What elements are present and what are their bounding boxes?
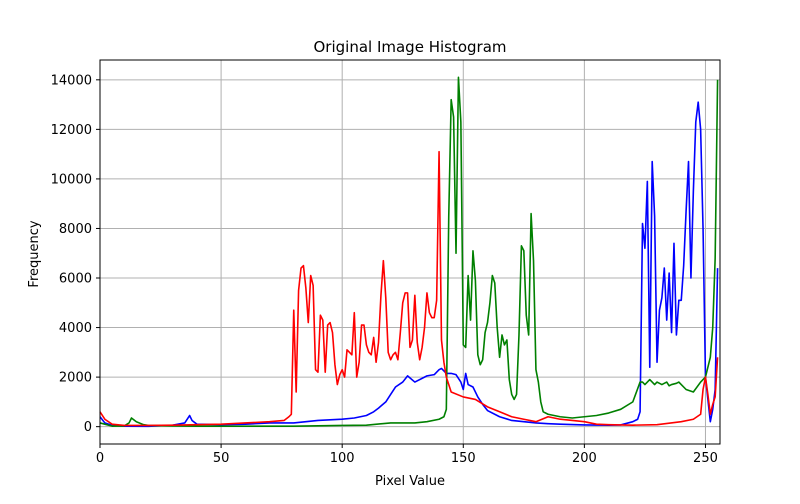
y-axis-label: Frequency (27, 220, 42, 287)
x-tick-label: 100 (330, 451, 355, 466)
y-tick-label: 6000 (59, 272, 92, 287)
y-tick-label: 2000 (59, 371, 92, 386)
x-tick-label: 50 (213, 451, 230, 466)
chart-title: Original Image Histogram (313, 38, 506, 56)
y-tick-label: 0 (84, 420, 92, 435)
plot-frame (99, 59, 721, 445)
series-lines (99, 76, 719, 428)
axis-ticks: 0 50 100 150 200 250 0 2000 4000 6000 8000 10000 120… (51, 73, 718, 466)
x-tick-label: 200 (572, 451, 597, 466)
x-axis-label: Pixel Value (375, 474, 445, 489)
x-tick-label: 0 (96, 451, 104, 466)
series-line-1 (99, 76, 719, 427)
y-tick-label: 4000 (59, 321, 92, 336)
series-line-0 (99, 101, 719, 428)
y-tick-label: 12000 (51, 123, 92, 138)
grid-lines (99, 60, 720, 444)
y-tick-label: 8000 (59, 222, 92, 237)
series-line-2 (99, 150, 719, 427)
y-tick-label: 14000 (51, 73, 92, 88)
y-tick-label: 10000 (51, 172, 92, 187)
x-tick-label: 250 (693, 451, 718, 466)
x-tick-label: 150 (451, 451, 476, 466)
